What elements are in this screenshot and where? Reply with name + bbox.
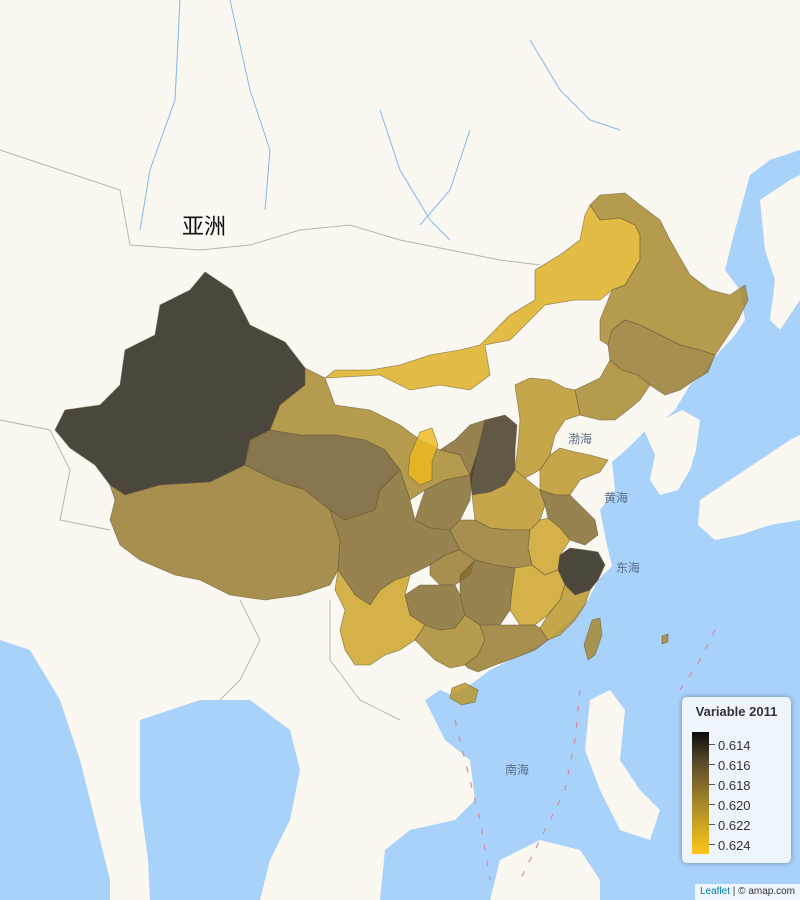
province-hebei[interactable] — [514, 377, 581, 479]
province-tibet[interactable] — [109, 464, 341, 601]
legend-tick — [709, 824, 715, 825]
leaflet-link[interactable]: Leaflet — [699, 886, 730, 897]
land-philippines — [585, 690, 660, 840]
legend-title: Variable 2011 — [695, 704, 778, 719]
sea-label-east-sea: 东海 — [616, 561, 641, 575]
legend-tick — [709, 784, 715, 785]
province-ningxia[interactable] — [407, 427, 439, 486]
legend-tick — [709, 804, 715, 805]
legend: Variable 2011 0.614 0.616 0.618 0.620 0.… — [682, 697, 791, 863]
legend-tick — [709, 844, 715, 845]
province-hunan[interactable] — [459, 559, 516, 626]
legend-label: 0.622 — [718, 818, 751, 833]
land-borneo — [490, 840, 600, 900]
province-guangdong[interactable] — [464, 624, 549, 673]
legend-label: 0.616 — [718, 758, 751, 773]
arabian-sea — [0, 640, 110, 900]
sea-label-yellow-sea: 黄海 — [604, 491, 629, 505]
maritime-boundary — [454, 629, 716, 881]
island-diaoyu[interactable] — [661, 633, 669, 645]
country-borders — [0, 149, 541, 721]
land-japan-north — [760, 175, 800, 330]
provider-name[interactable]: amap.com — [748, 886, 795, 897]
legend-label: 0.620 — [718, 798, 751, 813]
legend-tick — [709, 764, 715, 765]
sea-label-south-sea: 南海 — [505, 763, 530, 777]
bay-of-bengal — [140, 700, 300, 900]
legend-label: 0.618 — [718, 778, 751, 793]
legend-color-bar — [692, 732, 709, 854]
province-fujian[interactable] — [539, 584, 591, 641]
province-jiangsu[interactable] — [539, 489, 599, 546]
map-attribution: Leaflet | © amap.com — [694, 884, 800, 900]
province-liaoning[interactable] — [574, 359, 651, 421]
province-hainan[interactable] — [449, 682, 479, 706]
land-japan — [698, 435, 800, 540]
land-korea — [644, 410, 700, 495]
attribution-separator: | © — [730, 886, 749, 897]
rivers — [139, 0, 621, 241]
legend-tick — [709, 744, 715, 745]
sea-label-bohai: 渤海 — [568, 432, 593, 446]
land-sri-lanka — [122, 808, 140, 848]
continent-label: 亚洲 — [182, 215, 227, 240]
province-taiwan[interactable] — [583, 617, 603, 661]
legend-label: 0.614 — [718, 738, 751, 753]
legend-label: 0.624 — [718, 838, 751, 853]
